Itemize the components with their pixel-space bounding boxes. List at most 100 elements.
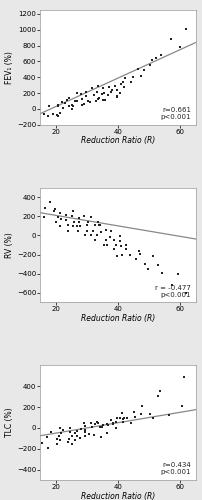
Point: [105, 429, 108, 437]
Point: [118, 88, 121, 96]
Point: [79, 434, 82, 442]
Point: [142, 66, 146, 74]
Point: [103, 241, 106, 249]
Point: [83, 100, 86, 108]
Y-axis label: RV (%): RV (%): [5, 232, 14, 258]
Point: [82, 212, 85, 220]
Point: [119, 242, 122, 250]
Point: [71, 440, 74, 448]
Point: [155, 54, 158, 62]
Y-axis label: FEV₁ (%): FEV₁ (%): [5, 51, 14, 84]
Point: [47, 102, 50, 110]
Point: [116, 92, 119, 100]
Point: [121, 78, 124, 86]
Point: [56, 102, 60, 110]
Point: [84, 92, 87, 100]
Point: [156, 392, 159, 400]
Point: [80, 102, 83, 110]
Point: [116, 252, 119, 260]
Point: [75, 222, 78, 230]
Point: [118, 414, 121, 422]
Point: [96, 419, 99, 427]
Point: [99, 228, 102, 236]
Point: [77, 218, 81, 226]
Point: [150, 56, 153, 64]
Point: [111, 420, 114, 428]
Point: [56, 435, 59, 443]
Point: [79, 90, 82, 98]
Point: [89, 232, 92, 239]
Point: [69, 424, 72, 432]
Point: [53, 207, 56, 215]
Point: [97, 221, 100, 229]
Point: [64, 216, 67, 224]
Point: [60, 98, 63, 106]
Point: [148, 410, 151, 418]
Point: [69, 428, 72, 436]
Point: [67, 102, 71, 110]
Point: [115, 424, 118, 432]
Point: [106, 422, 109, 430]
Point: [98, 423, 101, 431]
Point: [58, 432, 61, 440]
Point: [124, 242, 127, 250]
Point: [84, 88, 88, 96]
Point: [59, 214, 62, 222]
Point: [66, 221, 69, 229]
Point: [167, 412, 171, 420]
Point: [75, 432, 78, 440]
Point: [115, 93, 118, 101]
Point: [132, 408, 135, 416]
Point: [106, 242, 109, 250]
Point: [105, 236, 108, 244]
Point: [106, 420, 109, 428]
Point: [46, 112, 49, 120]
Point: [59, 209, 62, 217]
Point: [141, 402, 144, 410]
Point: [61, 104, 65, 112]
Point: [83, 426, 86, 434]
Point: [159, 50, 163, 58]
Point: [115, 418, 118, 426]
X-axis label: Reduction Ratio (R): Reduction Ratio (R): [81, 492, 155, 500]
Point: [43, 204, 46, 212]
Point: [112, 236, 115, 244]
Point: [160, 269, 163, 277]
Point: [99, 221, 102, 229]
Point: [72, 222, 75, 230]
Point: [100, 90, 104, 98]
Point: [132, 72, 135, 80]
Point: [75, 427, 78, 435]
Point: [82, 418, 85, 426]
Point: [55, 440, 58, 448]
Point: [77, 214, 80, 222]
Point: [85, 228, 88, 235]
Point: [170, 280, 173, 288]
Point: [96, 231, 99, 239]
Point: [91, 84, 94, 92]
Point: [75, 88, 78, 96]
Point: [124, 244, 128, 252]
Point: [76, 97, 79, 105]
Point: [67, 227, 70, 235]
Point: [129, 78, 132, 86]
Point: [94, 96, 97, 104]
Point: [93, 420, 97, 428]
Point: [68, 435, 71, 443]
Point: [121, 414, 125, 422]
Point: [66, 438, 69, 446]
Point: [151, 414, 154, 422]
Point: [56, 101, 59, 109]
Point: [97, 94, 101, 102]
Point: [84, 422, 87, 430]
Point: [177, 270, 180, 278]
Y-axis label: TLC (%): TLC (%): [5, 408, 14, 438]
Point: [58, 424, 61, 432]
Point: [76, 227, 80, 235]
Point: [183, 372, 186, 380]
Point: [109, 416, 113, 424]
Point: [102, 420, 105, 428]
Point: [181, 402, 184, 409]
Point: [116, 86, 119, 94]
Point: [49, 198, 52, 206]
